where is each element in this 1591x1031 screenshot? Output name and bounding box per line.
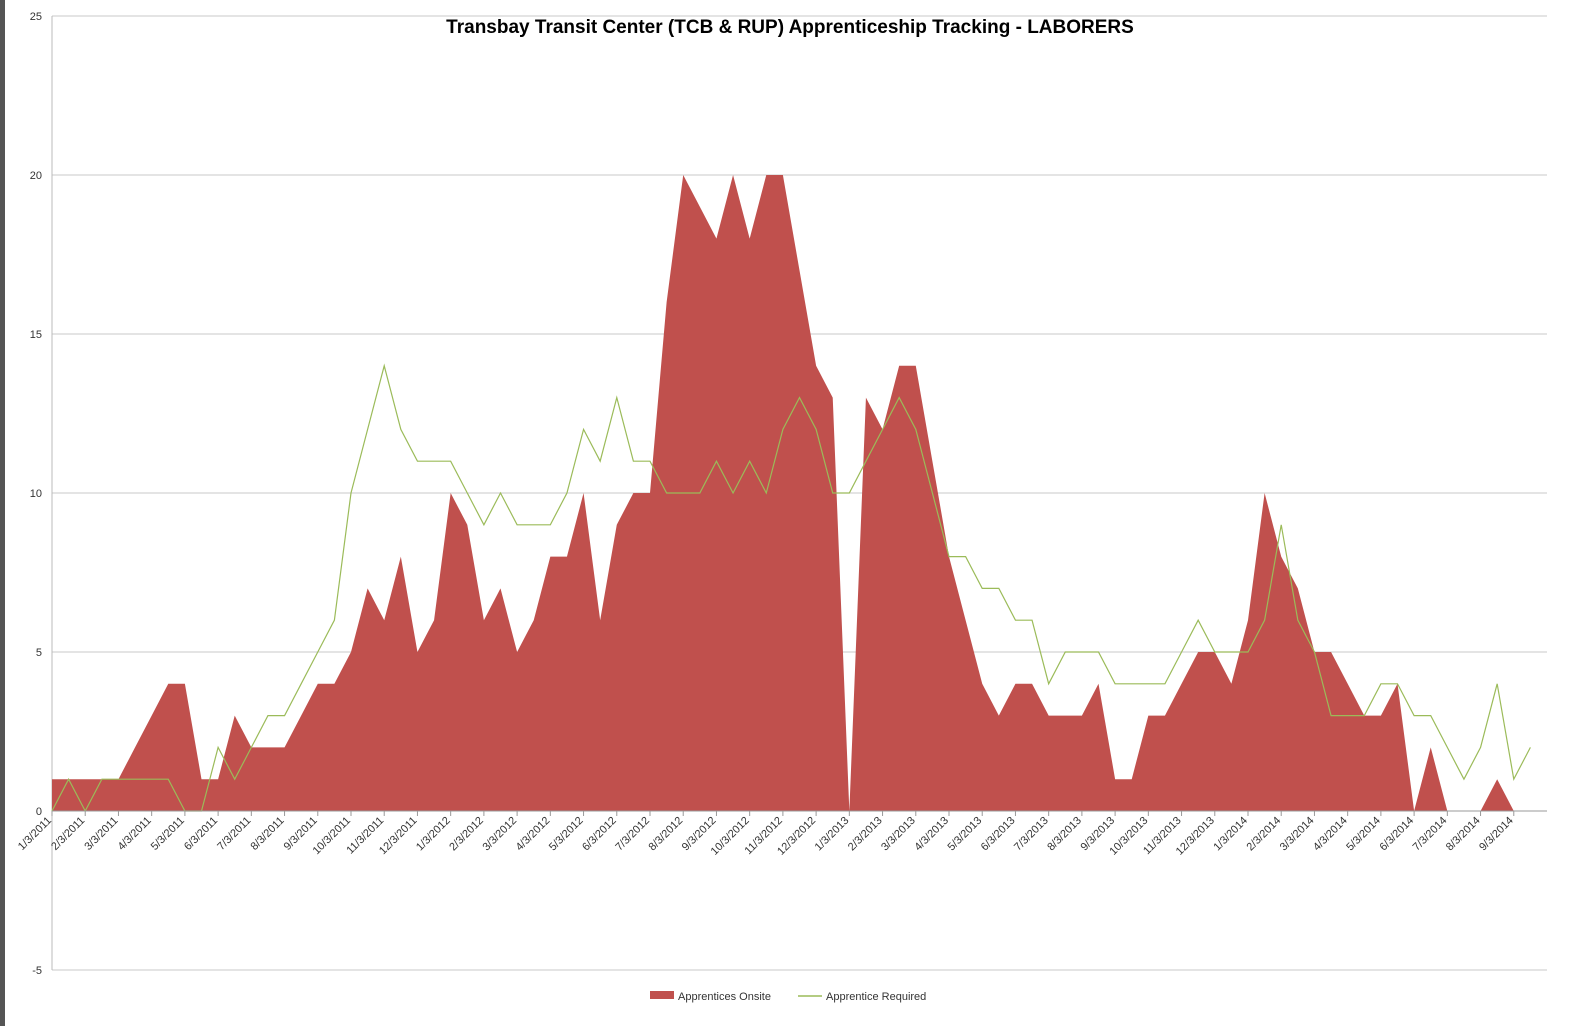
x-tick-label: 2/3/2012 bbox=[447, 815, 486, 854]
frame-edge bbox=[0, 0, 5, 1026]
y-tick-label: 25 bbox=[30, 11, 42, 23]
x-tick-label: 8/3/2012 bbox=[647, 815, 686, 854]
y-tick-label: 15 bbox=[30, 329, 42, 341]
x-tick-label: 8/3/2013 bbox=[1045, 815, 1084, 854]
y-tick-label: 5 bbox=[36, 647, 42, 659]
x-tick-label: 4/3/2014 bbox=[1311, 815, 1350, 854]
x-tick-label: 1/3/2014 bbox=[1211, 815, 1250, 854]
area bbox=[52, 175, 1531, 811]
x-tick-label: 2/3/2013 bbox=[846, 815, 885, 854]
y-tick-label: -5 bbox=[32, 965, 42, 977]
x-tick-label: 5/3/2011 bbox=[149, 815, 187, 853]
x-tick-label: 7/3/2011 bbox=[215, 815, 253, 853]
x-tick-label: 9/3/2014 bbox=[1477, 815, 1516, 854]
x-tick-label: 5/3/2012 bbox=[547, 815, 586, 854]
y-tick-label: 10 bbox=[30, 488, 42, 500]
y-tick-label: 20 bbox=[30, 170, 42, 182]
x-tick-label: 2/3/2011 bbox=[49, 815, 87, 853]
x-tick-label: 6/3/2012 bbox=[580, 815, 619, 854]
legend-label: Apprentice Required bbox=[826, 991, 926, 1003]
legend-swatch bbox=[650, 991, 674, 999]
x-tick-label: 7/3/2014 bbox=[1411, 815, 1450, 854]
x-tick-label: 6/3/2013 bbox=[979, 815, 1018, 854]
legend-label: Apprentices Onsite bbox=[678, 991, 771, 1003]
y-tick-label: 0 bbox=[36, 806, 42, 818]
x-tick-label: 4/3/2011 bbox=[116, 815, 154, 853]
x-tick-label: 4/3/2012 bbox=[514, 815, 553, 854]
chart-title: Transbay Transit Center (TCB & RUP) Appr… bbox=[446, 17, 1134, 38]
x-tick-label: 2/3/2014 bbox=[1245, 815, 1284, 854]
line bbox=[51, 363, 1531, 813]
x-tick-label: 6/3/2011 bbox=[182, 815, 220, 853]
x-tick-label: 3/3/2011 bbox=[82, 815, 120, 853]
x-tick-label: 1/3/2011 bbox=[16, 815, 54, 853]
x-tick-label: 1/3/2013 bbox=[813, 815, 852, 854]
x-tick-label: 8/3/2014 bbox=[1444, 815, 1483, 854]
x-tick-label: 3/3/2012 bbox=[480, 815, 519, 854]
x-tick-label: 6/3/2014 bbox=[1377, 815, 1416, 854]
x-tick-label: 1/3/2012 bbox=[414, 815, 453, 854]
x-tick-label: 8/3/2011 bbox=[248, 815, 286, 853]
x-tick-label: 3/3/2013 bbox=[879, 815, 918, 854]
x-tick-label: 5/3/2013 bbox=[946, 815, 985, 854]
x-tick-label: 7/3/2012 bbox=[613, 815, 652, 854]
x-tick-label: 4/3/2013 bbox=[912, 815, 951, 854]
x-tick-label: 7/3/2013 bbox=[1012, 815, 1051, 854]
x-tick-label: 3/3/2014 bbox=[1278, 815, 1317, 854]
x-tick-label: 5/3/2014 bbox=[1344, 815, 1383, 854]
